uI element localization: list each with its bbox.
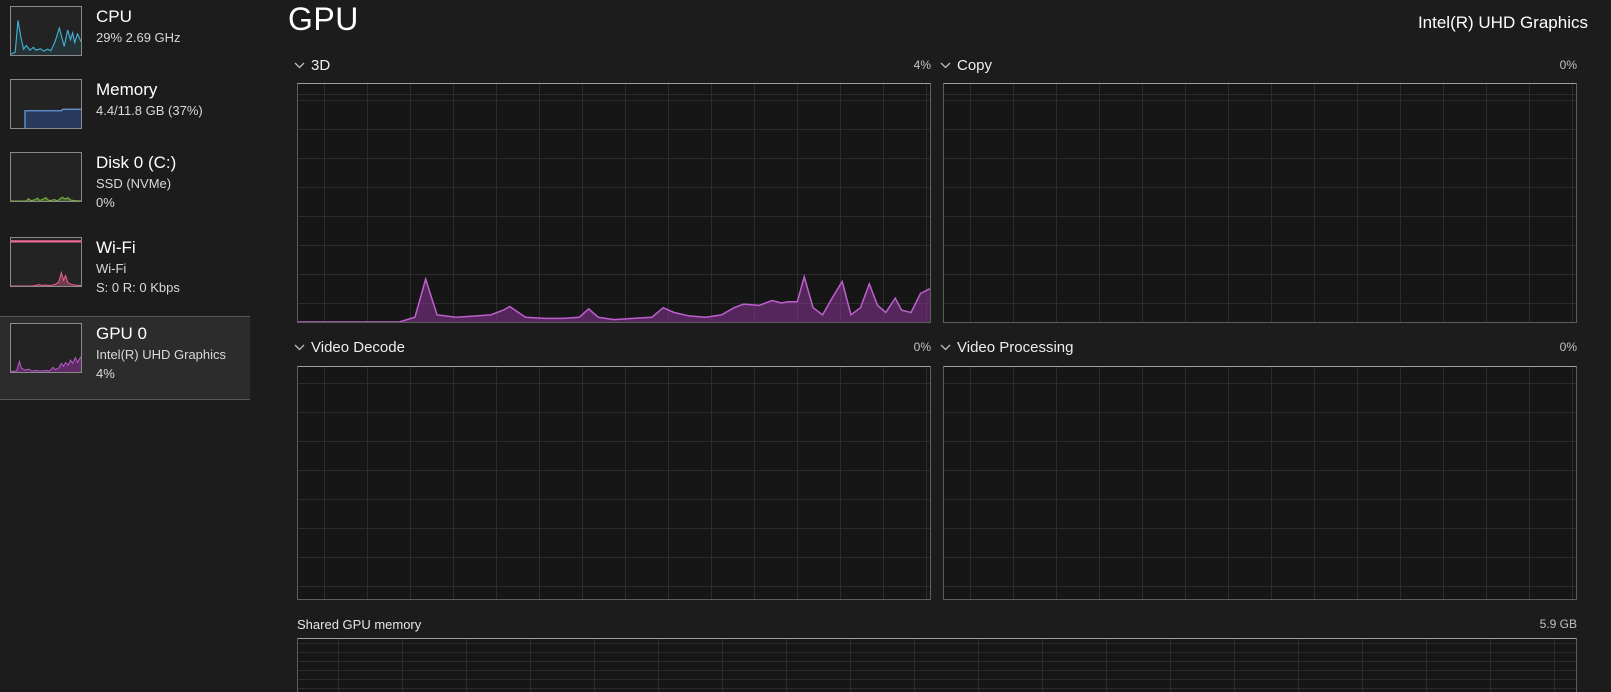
memory-mini-chart <box>10 79 82 129</box>
sidebar-item-wifi[interactable]: Wi-Fi Wi-FiS: 0 R: 0 Kbps <box>0 231 250 315</box>
task-manager-performance-gpu: { "header": { "title": "GPU", "device": … <box>0 0 1611 692</box>
engine-selector-video-decode[interactable]: Video Decode <box>294 339 405 356</box>
video-processing-utilization-chart[interactable] <box>943 366 1577 600</box>
section-label-3d: 3D <box>311 57 330 74</box>
sidebar-item-title: GPU 0 <box>96 323 226 345</box>
sidebar-item-subtext: 4% <box>96 364 226 383</box>
gpu-device-name: Intel(R) UHD Graphics <box>1418 13 1588 33</box>
sidebar-item-meta: Disk 0 (C:) SSD (NVMe)0% <box>96 152 176 230</box>
section-value-3d: 4% <box>914 58 931 72</box>
sidebar-item-memory[interactable]: Memory 4.4/11.8 GB (37%) <box>0 73 250 146</box>
gpu-mini-chart <box>10 323 82 373</box>
sidebar-item-meta: Memory 4.4/11.8 GB (37%) <box>96 79 203 146</box>
section-value-video-processing: 0% <box>1560 340 1577 354</box>
section-value-copy: 0% <box>1560 58 1577 72</box>
sidebar-item-subtext: SSD (NVMe) <box>96 174 176 193</box>
wifi-mini-chart <box>10 237 82 287</box>
section-label-video-decode: Video Decode <box>311 339 405 356</box>
section-label-copy: Copy <box>957 57 992 74</box>
sidebar-item-subtext: 4.4/11.8 GB (37%) <box>96 101 203 120</box>
sidebar-item-subtext: S: 0 R: 0 Kbps <box>96 278 180 297</box>
chevron-down-icon <box>294 62 305 69</box>
shared-gpu-memory-label: Shared GPU memory <box>297 617 421 632</box>
sidebar-item-title: Memory <box>96 79 203 101</box>
engine-selector-3d[interactable]: 3D <box>294 57 330 74</box>
disk-mini-chart <box>10 152 82 202</box>
video-decode-utilization-chart[interactable] <box>297 366 931 600</box>
chevron-down-icon <box>294 344 305 351</box>
section-value-video-decode: 0% <box>914 340 931 354</box>
shared-gpu-memory-chart[interactable] <box>297 638 1577 692</box>
3d-utilization-chart[interactable] <box>297 83 931 323</box>
sidebar-item-title: Disk 0 (C:) <box>96 152 176 174</box>
sidebar-item-subtext: Wi-Fi <box>96 259 180 278</box>
chevron-down-icon <box>940 344 951 351</box>
cpu-mini-chart <box>10 6 82 56</box>
sidebar-item-gpu[interactable]: GPU 0 Intel(R) UHD Graphics4% <box>0 316 250 400</box>
page-title: GPU <box>288 1 359 38</box>
sidebar-item-disk[interactable]: Disk 0 (C:) SSD (NVMe)0% <box>0 146 250 230</box>
sidebar-item-cpu[interactable]: CPU 29% 2.69 GHz <box>0 0 250 73</box>
section-label-video-processing: Video Processing <box>957 339 1073 356</box>
sidebar-item-subtext: 0% <box>96 193 176 212</box>
engine-selector-copy[interactable]: Copy <box>940 57 992 74</box>
sidebar-item-subtext: 29% 2.69 GHz <box>96 28 181 47</box>
sidebar-item-subtext: Intel(R) UHD Graphics <box>96 345 226 364</box>
sidebar-item-meta: CPU 29% 2.69 GHz <box>96 6 181 73</box>
shared-gpu-memory-max: 5.9 GB <box>1540 617 1577 631</box>
sidebar-item-title: Wi-Fi <box>96 237 180 259</box>
performance-sidebar: CPU 29% 2.69 GHz Memory 4.4/11.8 GB (37%… <box>0 0 250 692</box>
engine-selector-video-processing[interactable]: Video Processing <box>940 339 1073 356</box>
sidebar-item-meta: Wi-Fi Wi-FiS: 0 R: 0 Kbps <box>96 237 180 315</box>
chevron-down-icon <box>940 62 951 69</box>
copy-utilization-chart[interactable] <box>943 83 1577 323</box>
sidebar-item-title: CPU <box>96 6 181 28</box>
sidebar-item-meta: GPU 0 Intel(R) UHD Graphics4% <box>96 323 226 399</box>
